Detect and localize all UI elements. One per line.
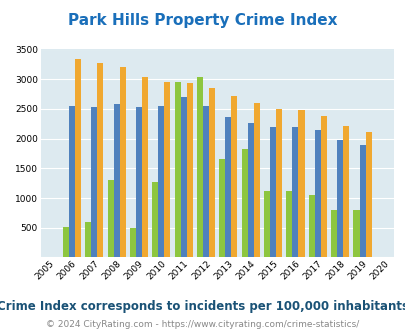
Bar: [119, 67, 126, 257]
Bar: [130, 228, 136, 257]
Bar: [330, 211, 336, 257]
Bar: [152, 182, 158, 257]
Bar: [158, 106, 164, 257]
Bar: [196, 78, 202, 257]
Bar: [97, 63, 103, 257]
Bar: [231, 96, 237, 257]
Text: Park Hills Property Crime Index: Park Hills Property Crime Index: [68, 13, 337, 28]
Bar: [107, 180, 113, 257]
Bar: [180, 97, 186, 257]
Bar: [186, 83, 192, 257]
Bar: [320, 116, 326, 257]
Bar: [91, 107, 97, 257]
Bar: [219, 159, 225, 257]
Text: Crime Index corresponds to incidents per 100,000 inhabitants: Crime Index corresponds to incidents per…: [0, 300, 405, 313]
Bar: [286, 191, 292, 257]
Bar: [263, 191, 269, 257]
Bar: [247, 123, 253, 257]
Bar: [75, 59, 81, 257]
Bar: [136, 107, 142, 257]
Bar: [253, 103, 259, 257]
Text: © 2024 CityRating.com - https://www.cityrating.com/crime-statistics/: © 2024 CityRating.com - https://www.city…: [46, 319, 359, 329]
Bar: [63, 227, 69, 257]
Bar: [336, 140, 342, 257]
Bar: [209, 87, 215, 257]
Bar: [85, 222, 91, 257]
Bar: [342, 126, 348, 257]
Bar: [202, 106, 209, 257]
Bar: [113, 104, 119, 257]
Bar: [174, 82, 180, 257]
Bar: [275, 109, 281, 257]
Bar: [241, 149, 247, 257]
Bar: [308, 195, 314, 257]
Bar: [314, 130, 320, 257]
Bar: [353, 211, 358, 257]
Bar: [269, 127, 275, 257]
Bar: [225, 116, 231, 257]
Bar: [164, 82, 170, 257]
Bar: [364, 132, 371, 257]
Bar: [292, 127, 298, 257]
Bar: [142, 77, 148, 257]
Bar: [298, 110, 304, 257]
Bar: [358, 145, 364, 257]
Bar: [69, 106, 75, 257]
